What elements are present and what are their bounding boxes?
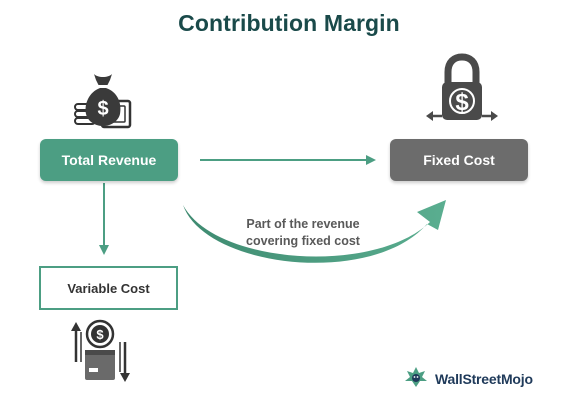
box-coin-arrows-icon: $ (68, 318, 136, 389)
revenue-to-variable-arrow (99, 183, 109, 255)
money-bag-icon: $ (72, 68, 134, 137)
curve-label: Part of the revenue covering fixed cost (228, 216, 378, 250)
fixed-cost-node: Fixed Cost (390, 139, 528, 181)
brand-name: WallStreetMojo (435, 371, 533, 387)
svg-text:$: $ (455, 89, 469, 116)
diagram-title: Contribution Margin (178, 10, 400, 36)
revenue-to-fixed-arrow (200, 155, 376, 165)
curve-label-line2: covering fixed cost (246, 234, 360, 248)
svg-text:$: $ (97, 98, 108, 120)
svg-text:$: $ (96, 327, 104, 342)
total-revenue-node: Total Revenue (40, 139, 178, 181)
brand-logo: WallStreetMojo (403, 366, 533, 392)
padlock-dollar-icon: $ (424, 52, 500, 133)
variable-cost-node: Variable Cost (39, 266, 178, 310)
curve-label-line1: Part of the revenue (246, 217, 360, 231)
wallstreetmojo-logo-icon (403, 365, 429, 394)
